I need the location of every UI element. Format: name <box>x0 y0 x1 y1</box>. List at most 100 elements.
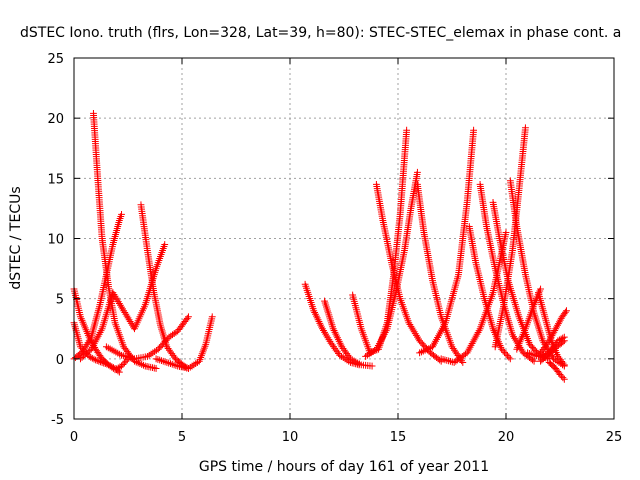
data-point <box>121 359 128 367</box>
data-series <box>491 124 529 351</box>
y-tick-label: -5 <box>51 413 64 428</box>
data-point <box>498 345 506 353</box>
data-point <box>549 330 557 338</box>
data-series <box>545 359 568 383</box>
data-point <box>537 349 544 357</box>
data-series <box>321 297 376 370</box>
data-point <box>335 350 342 357</box>
y-tick-label: 20 <box>47 112 64 127</box>
data-series <box>416 126 477 357</box>
data-point <box>452 348 459 356</box>
data-point <box>161 241 169 248</box>
data-series <box>301 280 363 369</box>
data-point <box>559 338 567 346</box>
data-point <box>502 350 510 358</box>
y-axis-title: dSTEC / TECUs <box>8 186 24 289</box>
data-point <box>169 331 176 339</box>
data-point <box>208 313 216 321</box>
data-point <box>506 355 514 363</box>
data-point <box>342 348 349 356</box>
data-series <box>77 241 169 363</box>
data-point <box>522 124 529 132</box>
data-series <box>349 126 411 357</box>
data-series <box>152 313 216 372</box>
data-series <box>437 229 510 366</box>
data-point <box>553 323 561 331</box>
data-point <box>185 313 192 321</box>
data-point <box>560 337 568 345</box>
data-point <box>172 328 180 336</box>
data-point <box>327 339 335 347</box>
data-point <box>459 359 467 366</box>
data-point <box>95 357 103 365</box>
data-series <box>537 307 570 357</box>
data-point <box>118 211 125 218</box>
data-series <box>137 201 192 372</box>
data-point <box>165 346 173 354</box>
data-point <box>548 332 556 340</box>
data-point <box>165 359 173 367</box>
data-point <box>556 316 564 324</box>
data-point <box>167 348 174 356</box>
data-point <box>168 350 176 358</box>
data-point <box>403 126 411 134</box>
data-points <box>70 109 570 383</box>
data-point <box>559 359 567 367</box>
x-tick-label: 10 <box>282 430 299 445</box>
y-tick-label: 15 <box>47 172 64 187</box>
data-point <box>526 350 533 357</box>
data-point <box>98 359 106 366</box>
x-tick-label: 15 <box>390 430 407 445</box>
y-tick-label: 10 <box>47 233 64 248</box>
x-axis-title: GPS time / hours of day 161 of year 2011 <box>199 459 489 475</box>
data-point <box>560 361 568 369</box>
data-series <box>70 211 125 363</box>
x-tick-label: 25 <box>606 430 623 445</box>
data-point <box>328 341 336 349</box>
data-point <box>441 356 449 364</box>
x-tick-label: 0 <box>70 430 78 445</box>
data-point <box>556 371 564 378</box>
grid <box>74 58 614 419</box>
data-point <box>122 357 130 365</box>
data-point <box>331 344 339 352</box>
data-point <box>115 368 123 376</box>
data-point <box>501 349 508 356</box>
data-point <box>90 355 98 363</box>
data-point <box>338 343 346 351</box>
data-series <box>513 285 544 353</box>
data-point <box>97 358 104 366</box>
data-point <box>544 339 552 346</box>
data-point <box>152 355 160 363</box>
data-point <box>539 345 547 353</box>
data-point <box>470 126 477 134</box>
data-point <box>154 356 162 363</box>
data-point <box>163 359 171 366</box>
data-point <box>93 357 101 365</box>
data-point <box>164 345 172 352</box>
data-series <box>103 313 192 363</box>
data-point <box>165 333 173 341</box>
data-point <box>344 351 352 359</box>
data-point <box>559 374 567 382</box>
data-point <box>562 308 569 316</box>
data-point <box>552 325 560 333</box>
data-point <box>368 362 376 370</box>
data-point <box>502 229 510 236</box>
data-point <box>448 343 456 351</box>
data-point <box>101 360 109 368</box>
data-series <box>362 168 421 360</box>
data-point <box>563 307 570 315</box>
data-point <box>161 358 169 366</box>
data-point <box>332 346 340 354</box>
data-point <box>156 356 164 364</box>
data-point <box>451 346 458 354</box>
data-point <box>167 332 175 340</box>
data-point <box>453 350 461 358</box>
data-point <box>551 327 559 334</box>
data-point <box>168 360 176 368</box>
data-point <box>158 357 165 365</box>
data-point <box>449 345 457 352</box>
data-point <box>554 321 561 329</box>
